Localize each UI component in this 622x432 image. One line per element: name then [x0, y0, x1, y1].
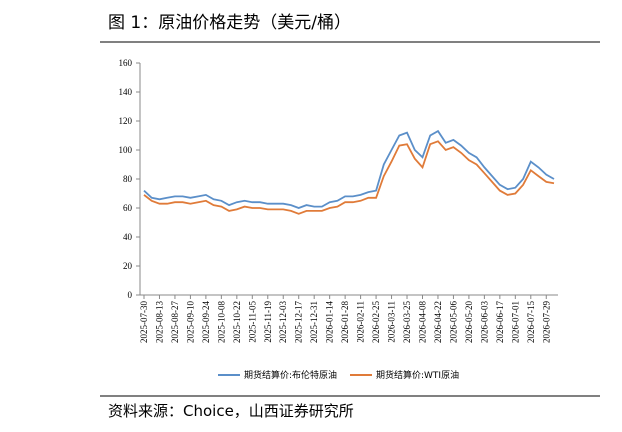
- x-tick-label: 2025-07-30: [139, 301, 149, 343]
- x-tick-label: 2025-12-31: [309, 301, 319, 343]
- y-tick-label: 0: [128, 290, 133, 300]
- x-tick-label: 2026-04-22: [433, 301, 443, 343]
- x-tick-label: 2026-07-15: [526, 301, 536, 343]
- x-tick-label: 2026-02-11: [356, 301, 366, 343]
- x-tick-label: 2026-03-11: [387, 301, 397, 343]
- x-tick-label: 2026-01-14: [325, 301, 335, 343]
- y-tick-label: 80: [123, 174, 133, 184]
- x-tick-label: 2026-05-06: [448, 301, 458, 343]
- y-tick-label: 40: [123, 232, 133, 242]
- x-tick-label: 2025-10-08: [216, 301, 226, 343]
- legend-label: 期货结算价:WTI原油: [376, 369, 459, 381]
- x-tick-label: 2025-12-03: [278, 301, 288, 343]
- series-line: [143, 129, 555, 209]
- x-tick-label: 2026-07-01: [510, 301, 520, 343]
- x-tick-label: 2026-04-08: [417, 301, 427, 343]
- x-tick-label: 2025-12-17: [294, 301, 304, 343]
- x-tick-label: 2026-06-17: [495, 301, 505, 343]
- chart-title: 图 1：原油价格走势（美元/桶）: [108, 13, 351, 33]
- y-tick-label: 160: [119, 58, 133, 68]
- x-tick-label: 2025-08-27: [170, 301, 180, 343]
- x-tick-label: 2025-09-24: [201, 301, 211, 343]
- y-tick-label: 20: [123, 261, 133, 271]
- x-tick-label: 2025-09-10: [185, 301, 195, 343]
- source: 资料来源：Choice，山西证券研究所: [108, 402, 354, 420]
- series-line: [143, 140, 555, 215]
- x-tick-label: 2025-11-19: [263, 301, 273, 343]
- legend-label: 期货结算价:布伦特原油: [244, 369, 337, 381]
- x-tick-label: 2025-10-22: [232, 301, 242, 343]
- x-tick-label: 2026-03-25: [402, 301, 412, 343]
- x-tick-label: 2026-01-28: [340, 301, 350, 343]
- x-tick-label: 2025-08-13: [154, 301, 164, 343]
- x-tick-label: 2026-02-25: [371, 301, 381, 343]
- x-tick-label: 2026-06-03: [479, 301, 489, 343]
- y-tick-label: 140: [119, 87, 133, 97]
- y-tick-label: 100: [119, 145, 133, 155]
- x-tick-label: 2026-05-20: [464, 301, 474, 343]
- x-tick-label: 2025-11-05: [247, 301, 257, 343]
- y-tick-label: 120: [119, 116, 133, 126]
- y-tick-label: 60: [123, 203, 133, 213]
- x-tick-label: 2026-07-29: [541, 301, 551, 343]
